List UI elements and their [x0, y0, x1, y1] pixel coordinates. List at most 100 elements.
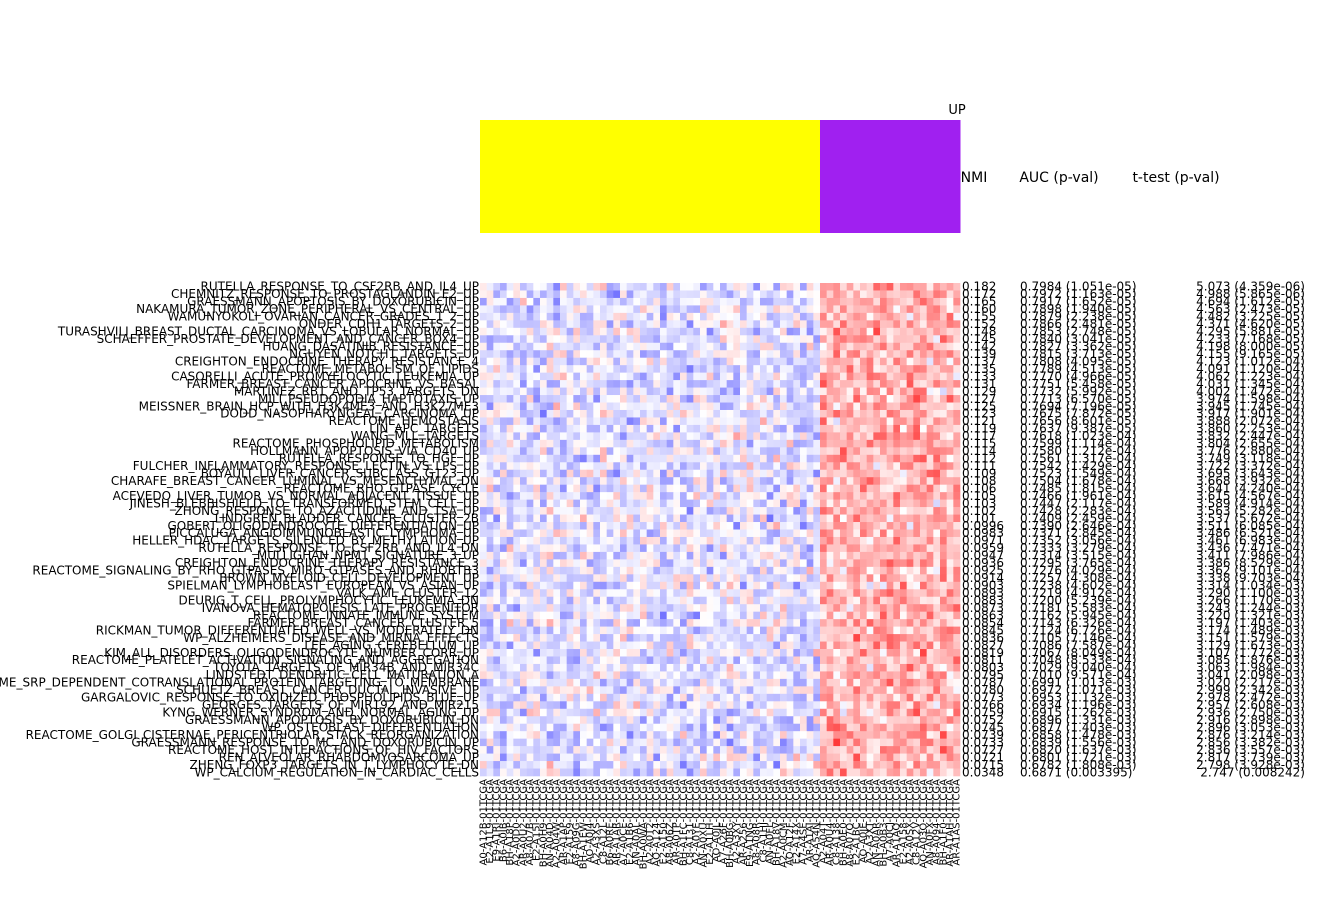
- heatmap-cell: [580, 596, 587, 605]
- heatmap-cell: [626, 342, 634, 351]
- heatmap-cell: [633, 439, 641, 448]
- heatmap-cell: [573, 536, 581, 545]
- heatmap-cell: [646, 641, 654, 650]
- heatmap-cell: [833, 327, 841, 336]
- heatmap-cell: [506, 395, 514, 403]
- heatmap-cell: [826, 708, 834, 717]
- heatmap-cell: [493, 738, 501, 747]
- heatmap-cell: [906, 693, 914, 702]
- heatmap-cell: [566, 671, 574, 680]
- heatmap-cell: [520, 634, 527, 642]
- heatmap-cell: [486, 551, 494, 560]
- heatmap-cell: [800, 380, 807, 388]
- heatmap-cell: [486, 305, 494, 314]
- heatmap-cell: [813, 738, 821, 747]
- heatmap-cell: [600, 507, 607, 515]
- heatmap-cell: [933, 544, 941, 553]
- heatmap-cell: [913, 522, 921, 530]
- row-auc: 0.7067 (8.049e-04): [1020, 646, 1137, 660]
- heatmap-cell: [820, 686, 827, 695]
- heatmap-cell: [773, 656, 781, 665]
- heatmap-cell: [553, 424, 561, 433]
- heatmap-cell: [493, 649, 501, 657]
- heatmap-cell: [820, 738, 827, 747]
- heatmap-cell: [793, 574, 801, 583]
- heatmap-cell: [706, 305, 714, 314]
- heatmap-cell: [806, 432, 814, 441]
- heatmap-cell: [606, 492, 614, 500]
- heatmap-cell: [546, 432, 554, 441]
- stat-header-nmi: NMI: [961, 170, 988, 186]
- heatmap-cell: [860, 432, 867, 441]
- heatmap-cell: [733, 641, 741, 650]
- heatmap-cell: [873, 454, 881, 463]
- heatmap-cell: [633, 701, 641, 710]
- heatmap-cell: [820, 327, 827, 336]
- heatmap-cell: [833, 365, 841, 373]
- heatmap-cell: [620, 716, 627, 725]
- heatmap-cell: [700, 746, 707, 754]
- heatmap-cell: [926, 701, 934, 710]
- heatmap-cell: [686, 686, 694, 695]
- heatmap-cell: [693, 693, 701, 702]
- heatmap-cell: [933, 551, 941, 560]
- heatmap-cell: [493, 693, 501, 702]
- heatmap-cell: [740, 708, 747, 717]
- heatmap-cell: [753, 589, 761, 598]
- heatmap-cell: [600, 432, 607, 441]
- heatmap-cell: [513, 484, 521, 493]
- heatmap-cell: [706, 402, 714, 411]
- heatmap-cell: [660, 536, 667, 545]
- heatmap-cell: [613, 305, 621, 314]
- heatmap-cell: [660, 417, 667, 426]
- heatmap-cell: [480, 708, 487, 717]
- heatmap-cell: [806, 327, 814, 336]
- heatmap-cell: [800, 656, 807, 665]
- heatmap-cell: [673, 581, 681, 590]
- heatmap-cell: [680, 544, 687, 553]
- heatmap-cell: [573, 432, 581, 441]
- heatmap-cell: [626, 290, 634, 299]
- heatmap-cell: [846, 447, 854, 456]
- heatmap-cell: [913, 536, 921, 545]
- heatmap-cell: [733, 514, 741, 523]
- heatmap-cell: [686, 365, 694, 373]
- heatmap-cell: [666, 507, 674, 515]
- heatmap-cell: [640, 320, 647, 329]
- heatmap-cell: [933, 604, 941, 612]
- heatmap-cell: [773, 663, 781, 672]
- heatmap-cell: [513, 395, 521, 403]
- row-auc: 0.7542 (1.429e-04): [1020, 459, 1137, 473]
- heatmap-cell: [766, 447, 774, 456]
- heatmap-cell: [700, 738, 707, 747]
- row-ttest: 3.290 (1.100e-03): [1196, 586, 1305, 600]
- heatmap-cell: [660, 708, 667, 717]
- row-label: GEORGES_TARGETS_OF_MIR192_AND_MIR215: [202, 698, 479, 712]
- heatmap-cell: [686, 693, 694, 702]
- heatmap-cell: [953, 619, 961, 627]
- heatmap-cell: [593, 649, 601, 657]
- heatmap-cell: [706, 566, 714, 575]
- heatmap-cell: [600, 589, 607, 598]
- heatmap-cell: [660, 619, 667, 627]
- row-label: REACTOME_METABOLISM_OF_LIPIDS: [262, 362, 479, 376]
- row-auc: 0.7200 (5.239e-04): [1020, 594, 1137, 608]
- heatmap-cell: [546, 626, 554, 635]
- heatmap-cell: [613, 626, 621, 635]
- heatmap-cell: [753, 761, 761, 769]
- heatmap-cell: [493, 477, 501, 485]
- heatmap-cell: [886, 327, 894, 336]
- heatmap-cell: [633, 447, 641, 456]
- heatmap-cell: [713, 626, 721, 635]
- heatmap-cell: [693, 686, 701, 695]
- heatmap-cell: [786, 678, 794, 687]
- heatmap-cell: [893, 716, 901, 725]
- heatmap-cell: [773, 312, 781, 321]
- heatmap-cell: [586, 312, 594, 321]
- heatmap-cell: [666, 693, 674, 702]
- heatmap-cell: [573, 477, 581, 485]
- heatmap-cell: [920, 402, 927, 411]
- heatmap-cell: [893, 686, 901, 695]
- heatmap-cell: [873, 589, 881, 598]
- heatmap-cell: [486, 477, 494, 485]
